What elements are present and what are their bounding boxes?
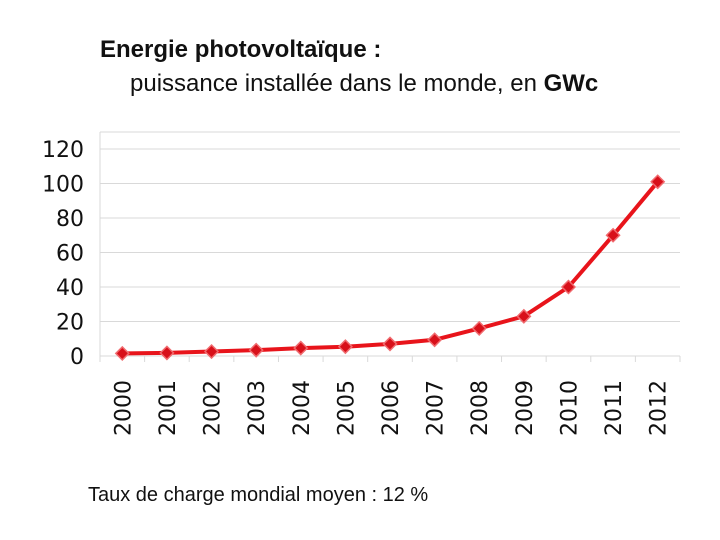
data-point (382, 336, 398, 352)
y-tick-label: 0 (70, 345, 84, 370)
data-point (248, 342, 264, 358)
capacity-factor-note: Taux de charge mondial moyen : 12 % (88, 484, 429, 506)
data-point (114, 345, 130, 361)
data-point (560, 279, 577, 295)
y-tick-label: 100 (42, 173, 84, 198)
x-tick-label: 2005 (334, 380, 359, 436)
y-tick-label: 120 (42, 138, 84, 163)
x-tick-label: 2002 (201, 380, 226, 436)
y-tick-label: 40 (56, 276, 84, 301)
x-tick-label: 2011 (602, 380, 627, 436)
y-tick-label: 60 (56, 242, 84, 267)
data-point (471, 320, 487, 336)
y-axis-ticks: 0 20 40 60 80 100 120 (42, 138, 84, 370)
x-tick-label: 2007 (424, 380, 449, 436)
data-point (650, 174, 666, 190)
chart-title-text: puissance installée dans le monde, en (130, 70, 544, 97)
data-point (516, 308, 532, 324)
x-tick-label: 2003 (245, 380, 270, 436)
series-group (114, 174, 666, 361)
data-point (605, 227, 621, 243)
chart-unit-label: GWc (543, 70, 599, 97)
chart-title-line1: Energie photovoltaïque : (100, 36, 382, 63)
series-line (122, 180, 660, 356)
y-tick-label: 80 (56, 207, 84, 232)
x-axis-ticks: 2000 2001 2002 2003 2004 2005 2006 2007 2008 2009… (111, 380, 671, 436)
x-tick-label: 2004 (290, 380, 315, 436)
data-point (203, 343, 220, 360)
data-point (427, 332, 443, 348)
x-tick-label: 2009 (513, 380, 538, 436)
data-point (293, 340, 309, 356)
x-tick-label: 2000 (111, 380, 136, 436)
x-tick-label: 2010 (557, 380, 582, 436)
axes (99, 132, 681, 362)
x-tick-label: 2012 (647, 380, 672, 436)
x-tick-label: 2001 (156, 380, 181, 436)
x-tick-label: 2008 (468, 380, 493, 436)
chart-title-line2: puissance installée dans le monde, en GW… (130, 70, 598, 98)
data-point (159, 345, 175, 361)
y-tick-label: 20 (56, 311, 84, 336)
x-tick-label: 2006 (379, 380, 404, 436)
data-point (337, 339, 353, 355)
grid-lines (100, 131, 680, 322)
